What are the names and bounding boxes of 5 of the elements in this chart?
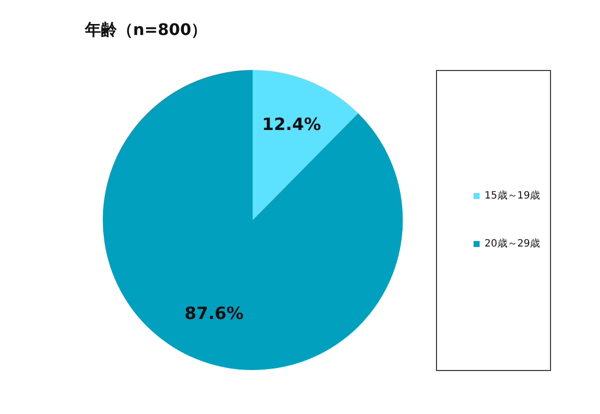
legend-label: 20歳～29歳 [484, 238, 540, 250]
data-label: 12.4% [262, 115, 322, 136]
legend-label: 15歳～19歳 [484, 190, 540, 202]
data-label: 87.6% [184, 304, 244, 324]
chart-title: 年齢（n=800） [85, 20, 208, 41]
